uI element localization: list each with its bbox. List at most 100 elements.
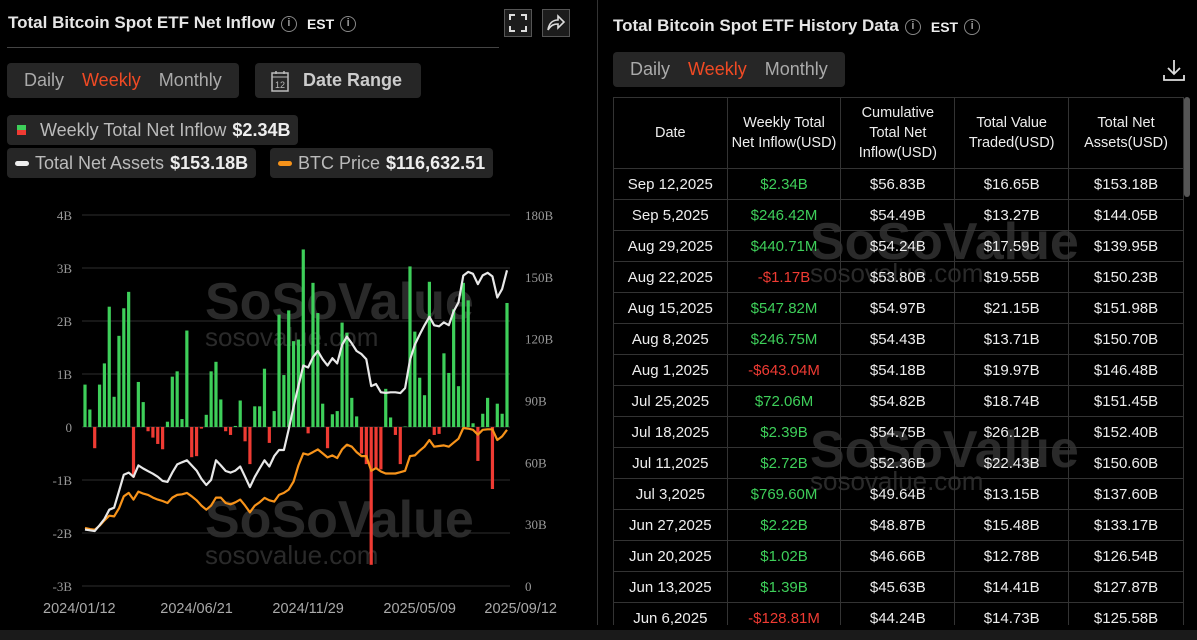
inflow-bar xyxy=(243,427,247,442)
inflow-bar xyxy=(219,399,223,427)
price-swatch-icon xyxy=(278,160,292,166)
table-row[interactable]: Sep 5,2025 $246.42M $54.49B $13.27B $144.05B xyxy=(613,199,1184,231)
x-axis-tick: 2024/06/21 xyxy=(160,601,233,617)
inflow-bar xyxy=(364,427,368,465)
tab-daily[interactable]: Daily xyxy=(24,70,65,90)
tab-daily[interactable]: Daily xyxy=(630,59,671,79)
inflow-bar xyxy=(321,403,325,427)
table-row[interactable]: Aug 1,2025 -$643.04M $54.18B $19.97B $146.48… xyxy=(613,354,1184,386)
inflow-bar xyxy=(413,331,417,427)
cell-net-assets: $150.60B xyxy=(1068,447,1184,479)
timezone-info-icon[interactable]: i xyxy=(964,18,981,35)
left-axis-tick: 1B xyxy=(57,367,73,382)
inflow-bar xyxy=(185,330,189,427)
date-range-button[interactable]: 12 Date Range xyxy=(255,63,421,98)
info-icon[interactable]: i xyxy=(904,18,921,35)
table-scrollbar[interactable] xyxy=(1184,97,1190,197)
cell-net-assets: $125.58B xyxy=(1068,602,1184,625)
left-period-tabs: Daily Weekly Monthly xyxy=(7,63,239,98)
inflow-swatch-icon xyxy=(17,125,26,135)
cell-weekly-inflow: -$643.04M xyxy=(726,354,842,386)
inflow-bar xyxy=(199,427,204,429)
legend-inflow[interactable]: Weekly Total Net Inflow $2.34B xyxy=(7,115,299,145)
table-row[interactable]: Jul 11,2025 $2.72B $52.36B $22.43B $150.60B xyxy=(613,447,1184,479)
download-button[interactable] xyxy=(1163,58,1185,87)
legend-assets-label: Total Net Assets xyxy=(35,152,165,173)
fullscreen-button[interactable] xyxy=(504,9,532,37)
inflow-bar xyxy=(102,363,107,427)
calendar-icon: 12 xyxy=(271,70,289,92)
net-inflow-chart[interactable]: 4B 3B 2B 1B 0 -1B -2B -3B 180B 150B 120B 90B 60B 30B 0… xyxy=(0,195,585,620)
inflow-bar xyxy=(471,423,475,427)
inflow-bar xyxy=(340,322,344,427)
cell-value-traded: $14.41B xyxy=(954,571,1070,603)
tab-monthly[interactable]: Monthly xyxy=(764,59,828,79)
table-row[interactable]: Jul 25,2025 $72.06M $54.82B $18.74B $151.45B xyxy=(613,385,1184,417)
inflow-bar xyxy=(490,427,495,490)
cell-value-traded: $12.78B xyxy=(954,540,1070,572)
share-button[interactable] xyxy=(542,9,570,37)
table-row[interactable]: Jun 13,2025 $1.39B $45.63B $14.41B $127.87B xyxy=(613,571,1184,603)
inflow-bar xyxy=(345,332,349,427)
column-header: Total Value Traded(USD) xyxy=(954,97,1070,169)
inflow-bar xyxy=(306,427,310,434)
inflow-bar xyxy=(456,386,461,427)
table-row[interactable]: Jun 6,2025 -$128.81M $44.24B $14.73B $125.58… xyxy=(613,602,1184,625)
table-row[interactable]: Aug 15,2025 $547.82M $54.97B $21.15B $151.98… xyxy=(613,292,1184,324)
table-row[interactable]: Jul 3,2025 $769.60M $49.64B $13.15B $137.60B xyxy=(613,478,1184,510)
cell-weekly-inflow: $2.34B xyxy=(726,168,842,200)
cell-date: Jul 25,2025 xyxy=(613,385,728,417)
cell-cumulative-inflow: $54.43B xyxy=(840,323,956,355)
inflow-bar xyxy=(432,427,436,435)
inflow-bar xyxy=(442,353,446,427)
inflow-bar xyxy=(272,411,276,427)
inflow-bar xyxy=(194,427,199,457)
cell-weekly-inflow: $2.22B xyxy=(726,509,842,541)
cell-date: Jun 27,2025 xyxy=(613,509,728,541)
cell-weekly-inflow: $1.02B xyxy=(726,540,842,572)
table-row[interactable]: Jun 27,2025 $2.22B $48.87B $15.48B $133.17B xyxy=(613,509,1184,541)
inflow-bar xyxy=(151,427,155,438)
legend-price[interactable]: BTC Price $116,632.51 xyxy=(270,148,494,178)
table-row[interactable]: Jun 20,2025 $1.02B $46.66B $12.78B $126.54B xyxy=(613,540,1184,572)
cell-cumulative-inflow: $54.24B xyxy=(840,230,956,262)
inflow-bar xyxy=(93,427,97,449)
timezone-info-icon[interactable]: i xyxy=(340,15,357,32)
inflow-bar xyxy=(369,427,373,565)
history-table-container[interactable]: Date Weekly Total Net Inflow(USD) Cumulati… xyxy=(613,97,1184,625)
inflow-bar xyxy=(141,402,145,427)
right-axis-tick: 120B xyxy=(525,332,554,347)
cell-value-traded: $13.15B xyxy=(954,478,1070,510)
inflow-bar xyxy=(83,384,87,427)
tab-weekly[interactable]: Weekly xyxy=(82,70,141,90)
table-row[interactable]: Aug 29,2025 $440.71M $54.24B $17.59B $139.95… xyxy=(613,230,1184,262)
inflow-bar xyxy=(131,427,136,478)
cell-value-traded: $14.73B xyxy=(954,602,1070,625)
inflow-bar xyxy=(408,266,412,427)
cell-cumulative-inflow: $44.24B xyxy=(840,602,956,625)
cell-date: Sep 5,2025 xyxy=(613,199,728,231)
legend-assets[interactable]: Total Net Assets $153.18B xyxy=(7,148,257,178)
right-period-tabs: Daily Weekly Monthly xyxy=(613,52,845,87)
column-header: Date xyxy=(613,97,728,169)
tab-weekly[interactable]: Weekly xyxy=(688,59,747,79)
inflow-bar xyxy=(485,397,490,427)
download-icon xyxy=(1163,60,1185,81)
inflow-bar xyxy=(253,406,257,427)
table-row[interactable]: Aug 8,2025 $246.75M $54.43B $13.71B $150.70B xyxy=(613,323,1184,355)
inflow-bar xyxy=(461,282,465,427)
table-row[interactable]: Sep 12,2025 $2.34B $56.83B $16.65B $153.18B xyxy=(613,168,1184,200)
cell-cumulative-inflow: $54.18B xyxy=(840,354,956,386)
cell-net-assets: $144.05B xyxy=(1068,199,1184,231)
table-title: Total Bitcoin Spot ETF History Data i EST i xyxy=(613,16,981,36)
tab-monthly[interactable]: Monthly xyxy=(158,70,222,90)
inflow-bar xyxy=(379,427,383,470)
inflow-bar xyxy=(136,381,140,427)
info-icon[interactable]: i xyxy=(280,15,297,32)
inflow-bar xyxy=(355,416,359,427)
table-row[interactable]: Aug 22,2025 -$1.17B $53.80B $19.55B $150.23B xyxy=(613,261,1184,293)
inflow-bar xyxy=(277,314,281,427)
x-axis-tick: 2024/11/29 xyxy=(272,601,344,617)
cell-date: Aug 29,2025 xyxy=(613,230,728,262)
table-row[interactable]: Jul 18,2025 $2.39B $54.75B $26.12B $152.40B xyxy=(613,416,1184,448)
